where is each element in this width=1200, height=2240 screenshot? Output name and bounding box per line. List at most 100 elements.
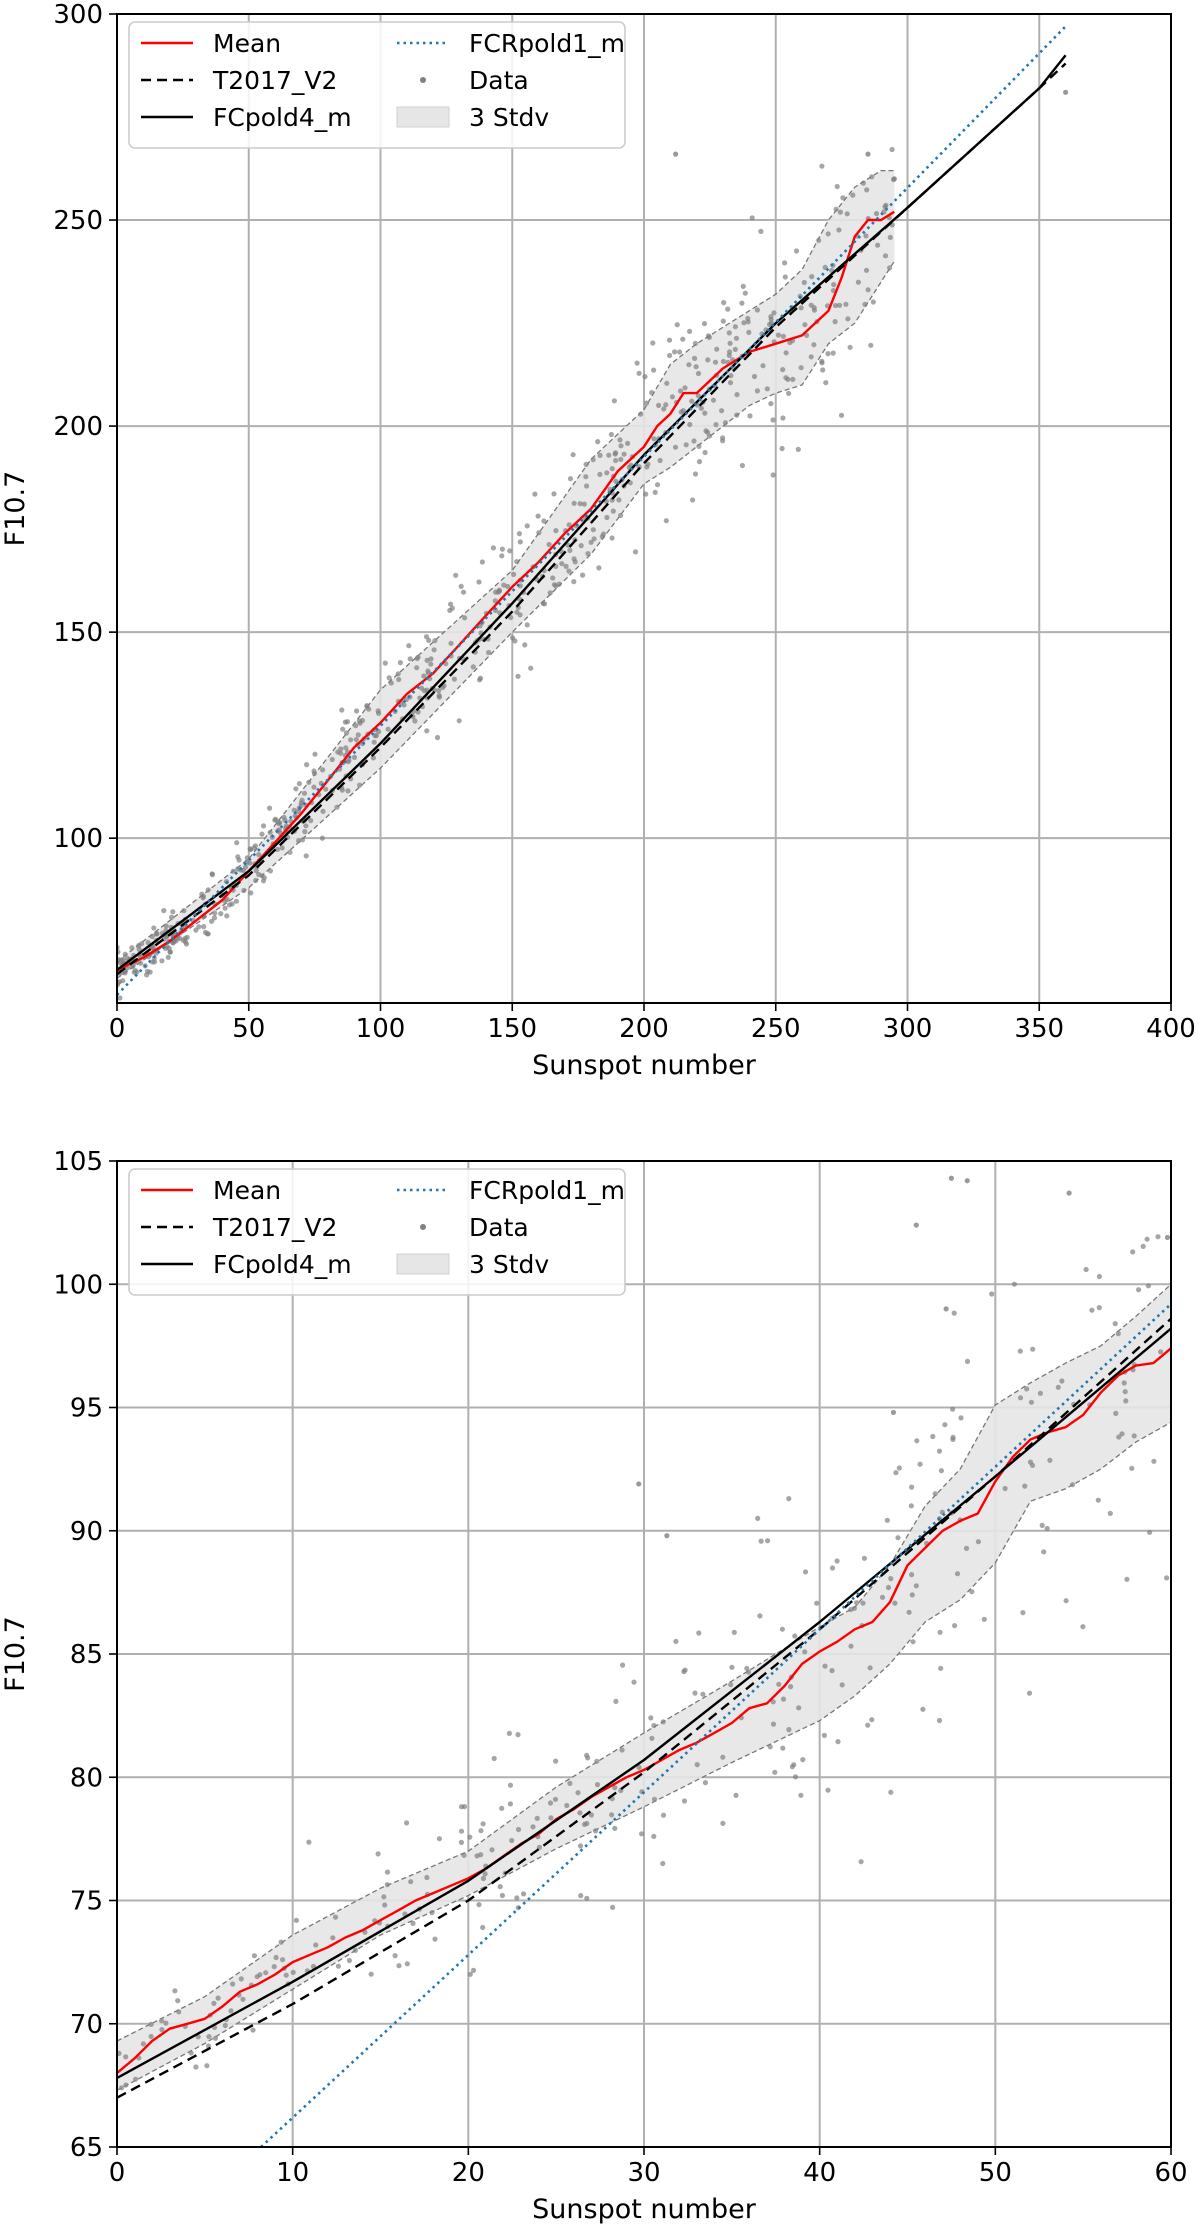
- data-point: [1047, 1457, 1053, 1463]
- data-point: [695, 393, 702, 399]
- data-point: [453, 572, 459, 578]
- data-point: [672, 349, 678, 355]
- y-axis-label: F10.7: [0, 1616, 31, 1692]
- data-point: [193, 927, 199, 933]
- data-point: [368, 1971, 374, 1977]
- data-point: [664, 380, 670, 386]
- data-point: [776, 1681, 782, 1687]
- legend: Mean T2017_V2 FCpold4_m FCRpold1_m Data 3 Std…: [128, 21, 626, 149]
- data-point: [822, 1663, 828, 1669]
- data-point: [458, 583, 464, 590]
- data-point: [575, 1790, 581, 1796]
- legend-box: [128, 1168, 626, 1296]
- data-point: [228, 2008, 234, 2014]
- data-point: [692, 355, 698, 361]
- data-point: [129, 945, 135, 951]
- data-point: [740, 283, 746, 289]
- data-point: [673, 1638, 679, 1644]
- data-point: [686, 362, 692, 368]
- data-point: [768, 314, 774, 320]
- data-point: [375, 1851, 381, 1857]
- data-point: [680, 408, 686, 414]
- y-tick-label: 105: [53, 1147, 103, 1177]
- data-point: [233, 898, 239, 904]
- data-point: [889, 146, 895, 153]
- x-tick-label: 50: [232, 1014, 265, 1044]
- data-point: [273, 816, 279, 822]
- data-point: [370, 755, 376, 761]
- data-point: [1123, 1398, 1129, 1404]
- data-point: [651, 1833, 657, 1839]
- data-point: [306, 1839, 312, 1845]
- data-point: [932, 1491, 938, 1497]
- data-point: [467, 1971, 473, 1977]
- data-point: [829, 1668, 835, 1674]
- data-point: [1130, 1249, 1136, 1255]
- data-point: [119, 2085, 125, 2091]
- data-point: [346, 1957, 352, 1964]
- data-point: [692, 1690, 698, 1696]
- data-point: [690, 497, 696, 503]
- data-point: [388, 680, 394, 686]
- data-point: [311, 784, 317, 790]
- data-point: [611, 398, 618, 404]
- legend-label-t2017-v2: T2017_V2: [212, 1213, 337, 1242]
- data-point: [449, 605, 455, 611]
- data-point: [396, 1963, 402, 1969]
- data-point: [188, 2050, 194, 2056]
- data-point: [705, 357, 711, 363]
- data-point: [222, 905, 228, 911]
- data-point: [798, 365, 804, 371]
- legend-box: [128, 21, 626, 149]
- data-point: [732, 324, 739, 330]
- data-point: [649, 1735, 655, 1741]
- data-point: [696, 459, 703, 465]
- data-point: [786, 1496, 792, 1502]
- data-points: [117, 1175, 1171, 2091]
- data-point: [612, 1825, 618, 1831]
- data-point: [1063, 89, 1069, 95]
- data-point: [296, 781, 302, 787]
- data-point: [306, 779, 312, 785]
- data-point: [243, 864, 249, 870]
- data-point: [636, 1481, 642, 1487]
- data-point: [823, 380, 829, 386]
- y-tick-label: 90: [70, 1517, 103, 1547]
- data-point: [428, 656, 434, 662]
- data-point: [1155, 1234, 1161, 1240]
- data-point: [470, 664, 476, 670]
- data-point: [651, 367, 657, 373]
- data-point: [1158, 1349, 1164, 1355]
- data-point: [329, 756, 335, 763]
- data-point: [499, 1805, 505, 1811]
- data-point: [938, 1468, 945, 1474]
- data-point: [161, 908, 167, 914]
- data-point: [170, 909, 176, 915]
- legend-label-fcrpold1-m: FCRpold1_m: [469, 1176, 625, 1205]
- data-point: [1115, 1331, 1121, 1337]
- data-point: [609, 466, 615, 472]
- data-point: [864, 187, 870, 193]
- data-point: [720, 358, 727, 365]
- data-point: [604, 514, 610, 521]
- data-point: [497, 1884, 503, 1890]
- data-point: [204, 2063, 210, 2069]
- data-point: [1140, 1243, 1146, 1249]
- data-point: [728, 373, 734, 379]
- data-point: [149, 933, 155, 940]
- data-point: [796, 1705, 802, 1711]
- data-point: [621, 451, 627, 457]
- data-point: [782, 274, 788, 280]
- data-point: [505, 583, 511, 590]
- data-point: [831, 282, 837, 288]
- data-point: [267, 829, 273, 835]
- data-point: [571, 556, 577, 562]
- data-point: [808, 354, 814, 360]
- data-point: [860, 180, 867, 186]
- legend: Mean T2017_V2 FCpold4_m FCRpold1_m Data 3 Std…: [128, 1168, 626, 1296]
- series-line-fcpold4-m: [117, 1327, 1171, 2080]
- data-point: [584, 1752, 590, 1758]
- data-point: [181, 908, 187, 914]
- data-point: [348, 737, 354, 743]
- x-tick-label: 400: [1146, 1014, 1196, 1044]
